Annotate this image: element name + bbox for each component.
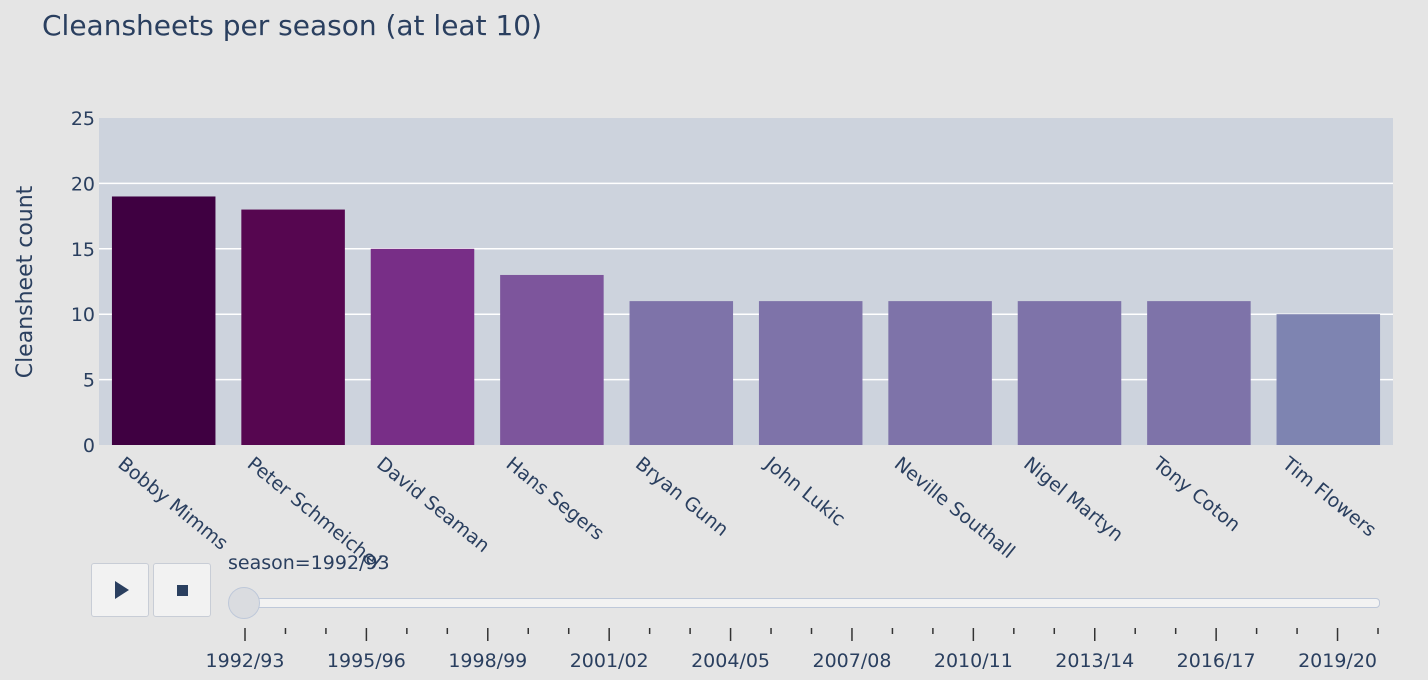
slider-tick-label: 2013/14	[1055, 650, 1134, 672]
slider-tick-label: 1995/96	[327, 650, 406, 672]
y-tick-label: 10	[71, 304, 95, 326]
stop-icon	[176, 584, 188, 596]
season-slider-handle[interactable]	[228, 587, 260, 619]
bar	[241, 209, 345, 445]
x-tick-label: Nigel Martyn	[1019, 453, 1127, 546]
bar	[111, 196, 216, 445]
play-icon	[115, 581, 129, 599]
bar	[1147, 301, 1251, 445]
bar	[1017, 301, 1122, 445]
x-tick-label: Tony Coton	[1148, 452, 1244, 536]
slider-tick-label: 2007/08	[812, 650, 891, 672]
slider-tick-label: 1998/99	[448, 650, 527, 672]
y-tick-label: 5	[83, 370, 95, 392]
bar	[888, 301, 992, 445]
bar	[629, 301, 734, 445]
bar	[1276, 314, 1381, 445]
slider-tick-label: 1992/93	[206, 650, 285, 672]
x-tick-label: Bryan Gunn	[631, 453, 732, 541]
bars	[111, 196, 1381, 445]
y-tick-label: 0	[83, 435, 95, 457]
x-tick-label: John Lukic	[760, 452, 850, 530]
bar	[758, 301, 863, 445]
slider-tick-label: 2004/05	[691, 650, 770, 672]
y-axis-ticks: 0 5 10 15 20 25	[71, 108, 95, 457]
x-tick-label: Bobby Mimms	[114, 453, 232, 555]
slider-ticks: 1992/93 1995/96 1998/99 2001/02 2004/05 2007/…	[206, 628, 1379, 672]
slider-tick-label: 2010/11	[934, 650, 1013, 672]
y-tick-label: 20	[71, 173, 95, 195]
stop-button[interactable]	[153, 563, 211, 617]
x-tick-label: David Seaman	[372, 453, 493, 557]
play-button[interactable]	[91, 563, 149, 617]
bar	[500, 274, 604, 445]
x-tick-label: Tim Flowers	[1277, 452, 1380, 541]
x-tick-label: Neville Southall	[890, 453, 1019, 563]
y-tick-label: 15	[71, 239, 95, 261]
slider-current-value: season=1992/93	[228, 552, 390, 574]
bar	[370, 248, 475, 445]
season-slider-rail[interactable]	[244, 598, 1380, 608]
slider-current-season: 1992/93	[310, 552, 390, 574]
chart-title: Cleansheets per season (at leat 10)	[42, 9, 542, 42]
slider-tick-label: 2019/20	[1298, 650, 1377, 672]
y-axis-label: Cleansheet count	[13, 185, 38, 378]
slider-tick-label: 2001/02	[570, 650, 649, 672]
slider-tick-label: 2016/17	[1177, 650, 1256, 672]
y-tick-label: 25	[71, 108, 95, 130]
slider-current-prefix: season=	[228, 552, 311, 574]
x-tick-label: Hans Segers	[502, 453, 608, 545]
